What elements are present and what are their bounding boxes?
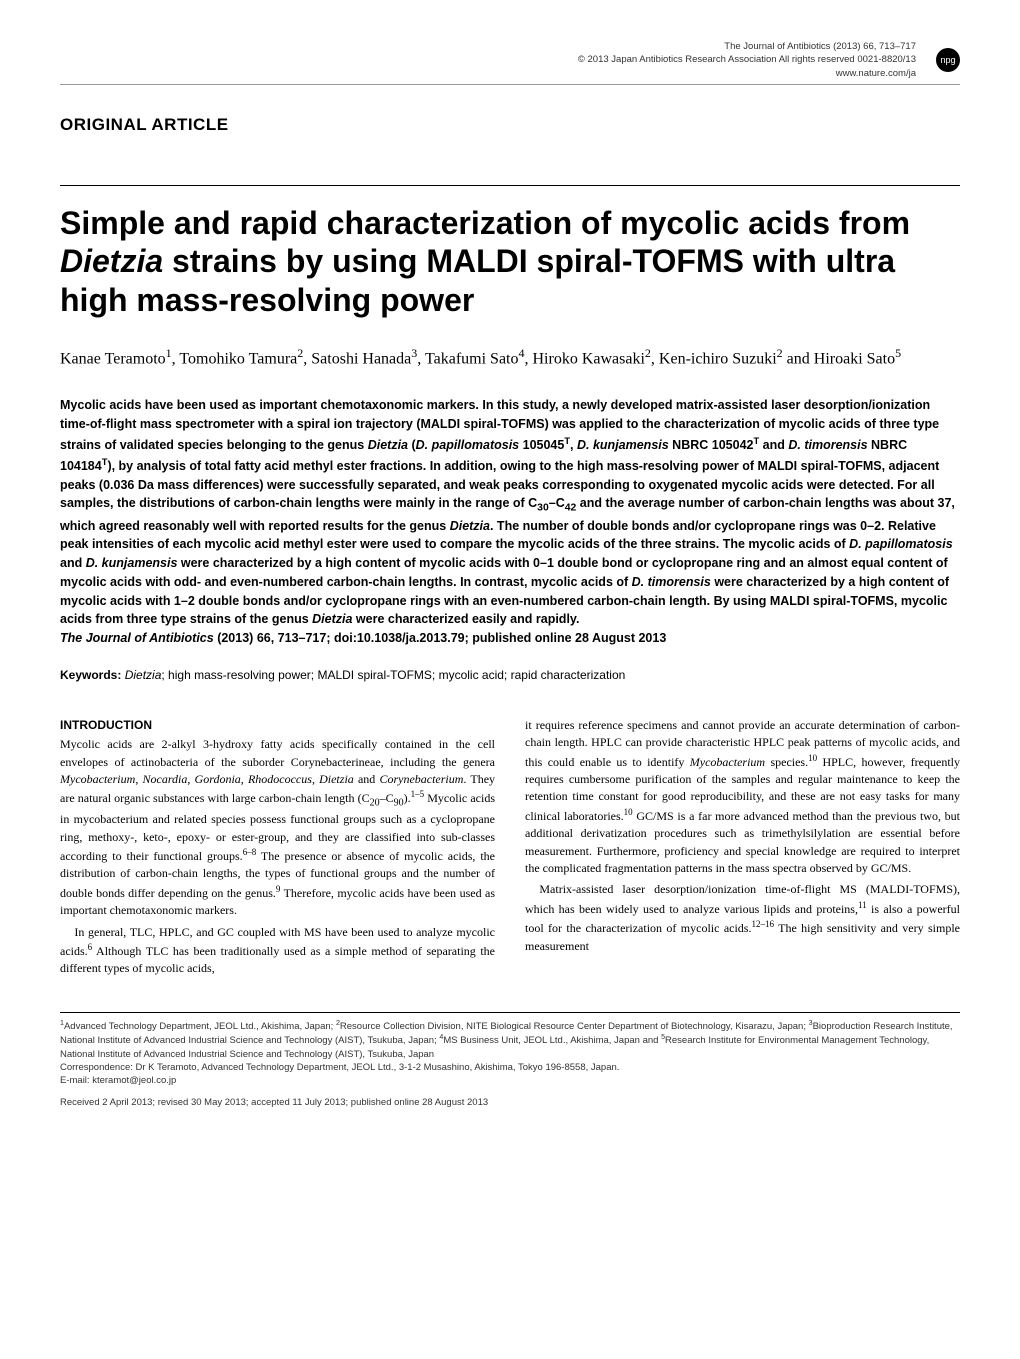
- right-column-text: it requires reference specimens and cann…: [525, 717, 960, 955]
- footer-rule: [60, 1012, 960, 1013]
- abstract-text: Mycolic acids have been used as importan…: [60, 396, 960, 647]
- keywords-line: Keywords: Dietzia; high mass-resolving p…: [60, 668, 960, 682]
- left-column: INTRODUCTION Mycolic acids are 2-alkyl 3…: [60, 717, 495, 982]
- article-title: Simple and rapid characterization of myc…: [60, 204, 960, 319]
- title-rule: [60, 185, 960, 186]
- right-column: it requires reference specimens and cann…: [525, 717, 960, 982]
- author-list: Kanae Teramoto1, Tomohiko Tamura2, Satos…: [60, 344, 960, 371]
- left-column-text: Mycolic acids are 2-alkyl 3-hydroxy fatt…: [60, 736, 495, 978]
- article-dates: Received 2 April 2013; revised 30 May 20…: [60, 1096, 960, 1109]
- copyright-line: © 2013 Japan Antibiotics Research Associ…: [578, 53, 916, 66]
- journal-info: The Journal of Antibiotics (2013) 66, 71…: [578, 40, 916, 80]
- body-two-columns: INTRODUCTION Mycolic acids are 2-alkyl 3…: [60, 717, 960, 982]
- article-type-label: ORIGINAL ARTICLE: [60, 115, 960, 135]
- journal-url[interactable]: www.nature.com/ja: [836, 68, 916, 79]
- npg-logo-badge: npg: [936, 48, 960, 72]
- journal-name-line: The Journal of Antibiotics (2013) 66, 71…: [578, 40, 916, 53]
- keywords-text: Dietzia; high mass-resolving power; MALD…: [121, 668, 625, 682]
- affiliations-block: 1Advanced Technology Department, JEOL Lt…: [60, 1019, 960, 1109]
- keywords-label: Keywords:: [60, 668, 121, 682]
- introduction-heading: INTRODUCTION: [60, 717, 495, 734]
- affiliations-text: 1Advanced Technology Department, JEOL Lt…: [60, 1019, 960, 1088]
- journal-header: The Journal of Antibiotics (2013) 66, 71…: [60, 40, 960, 85]
